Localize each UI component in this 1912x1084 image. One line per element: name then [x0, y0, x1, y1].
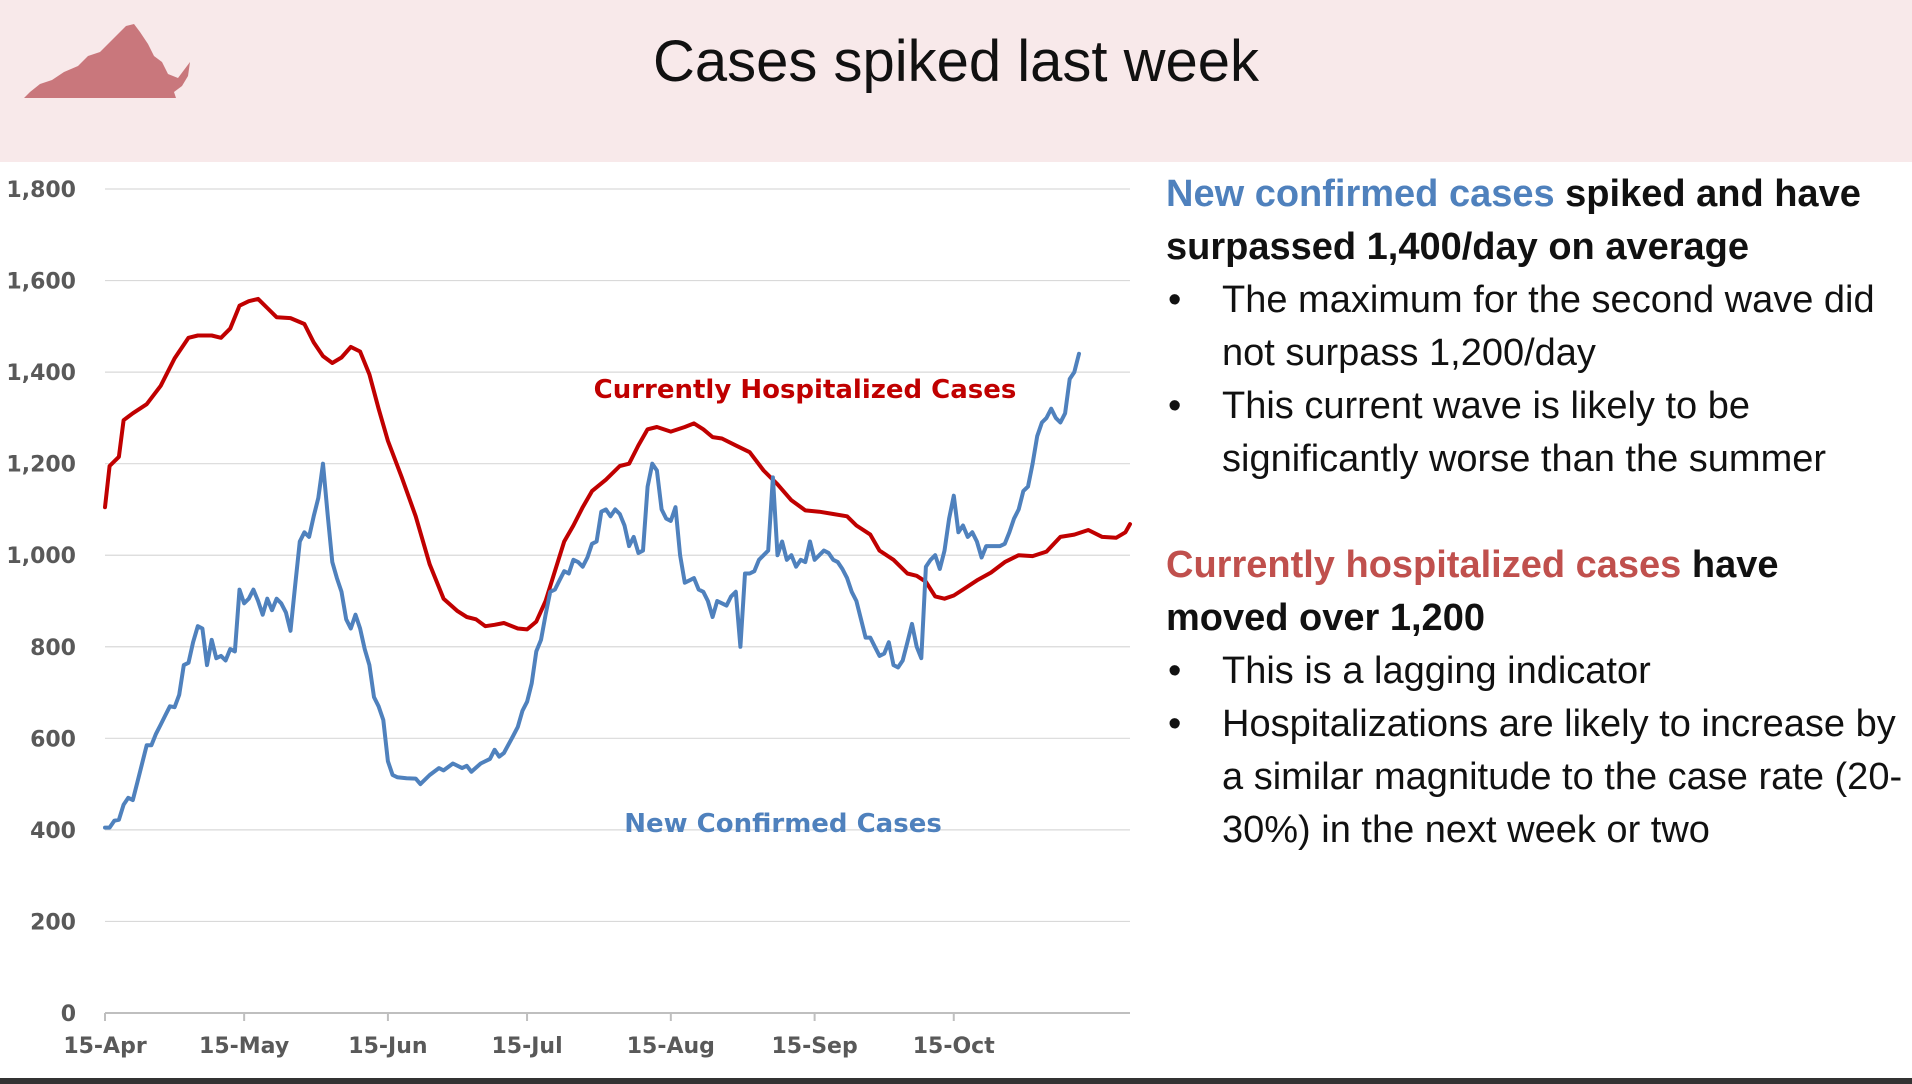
heading-new-cases: New confirmed cases spiked and have surp…	[1166, 168, 1906, 274]
virginia-map-logo	[24, 24, 190, 98]
x-tick-label: 15-Aug	[627, 1034, 715, 1059]
y-tick-label: 0	[61, 1002, 76, 1027]
bottom-bar	[0, 1078, 1912, 1084]
label-hospitalized: Currently Hospitalized Cases	[594, 375, 1017, 405]
heading-new-cases-accent: New confirmed cases	[1166, 173, 1555, 215]
bullet-text: The maximum for the second wave did not …	[1222, 279, 1875, 374]
y-tick-label: 1,800	[6, 178, 76, 203]
bullet-dot: •	[1168, 385, 1182, 427]
bullet-list-new-cases: • The maximum for the second wave did not…	[1166, 274, 1906, 486]
y-tick-label: 400	[30, 819, 76, 844]
y-tick-label: 1,600	[6, 270, 76, 295]
x-tick-label: 15-Sep	[771, 1034, 857, 1059]
spacer	[1166, 486, 1906, 539]
x-tick-label: 15-Jul	[491, 1034, 562, 1059]
bullet-text: This current wave is likely to be signif…	[1222, 385, 1827, 480]
slide-title: Cases spiked last week	[652, 29, 1260, 94]
y-tick-label: 600	[30, 727, 76, 752]
virginia-shape	[24, 24, 190, 98]
slide-header: Cases spiked last week	[0, 0, 1912, 162]
heading-hospitalized-rest: have moved over 1,200	[1166, 544, 1779, 639]
label-new-cases: New Confirmed Cases	[624, 809, 942, 839]
bullet-item: • This current wave is likely to be signi…	[1166, 380, 1906, 486]
bullet-text: Hospitalizations are likely to increase …	[1222, 703, 1903, 851]
bullet-text: This is a lagging indicator	[1222, 650, 1651, 692]
heading-new-cases-rest: spiked and have surpassed 1,400/day on a…	[1166, 173, 1861, 268]
bullet-list-hospitalized: • This is a lagging indicator • Hospitaliz…	[1166, 645, 1906, 857]
bullet-item: • Hospitalizations are likely to increase…	[1166, 698, 1906, 857]
x-tick-label: 15-May	[199, 1034, 289, 1059]
cases-line-chart: 0 200 400 600 800 1,000 1,200 1,400 1,600 1,800 15…	[6, 178, 1132, 1059]
bullet-dot: •	[1168, 703, 1182, 745]
heading-hospitalized-accent: Currently hospitalized cases	[1166, 544, 1682, 586]
x-tick-label: 15-Jun	[348, 1034, 427, 1059]
y-tick-label: 1,000	[6, 544, 76, 569]
y-tick-label: 1,400	[6, 361, 76, 386]
y-tick-label: 1,200	[6, 453, 76, 478]
bullet-item: • This is a lagging indicator	[1166, 645, 1906, 698]
bullet-dot: •	[1168, 279, 1182, 321]
new-cases-line	[103, 351, 1081, 830]
bullet-dot: •	[1168, 650, 1182, 692]
bullet-item: • The maximum for the second wave did not…	[1166, 274, 1906, 380]
x-tick-label: 15-Oct	[913, 1034, 995, 1059]
heading-hospitalized: Currently hospitalized cases have moved …	[1166, 539, 1906, 645]
x-tick-label: 15-Apr	[63, 1034, 147, 1059]
hospitalized-line	[103, 296, 1132, 632]
y-tick-label: 800	[30, 636, 76, 661]
text-panel: New confirmed cases spiked and have surp…	[1166, 168, 1906, 857]
y-tick-label: 200	[30, 910, 76, 935]
